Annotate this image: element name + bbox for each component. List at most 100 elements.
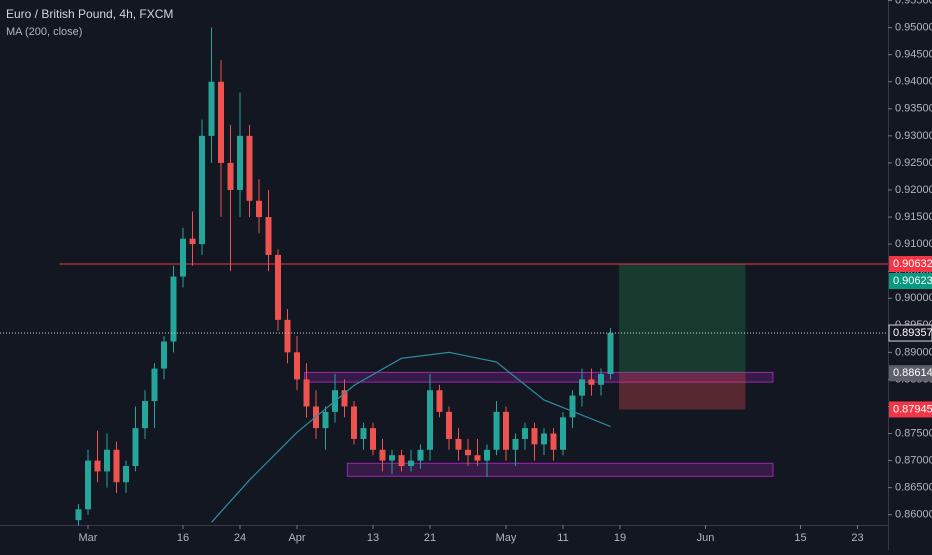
candle-body (522, 428, 529, 439)
candle-body (122, 466, 129, 483)
candle-body (560, 417, 567, 450)
price-label-bg (889, 401, 932, 418)
candle-body (322, 411, 329, 429)
y-tick-label: 0.94500 (895, 49, 932, 61)
candle-body (141, 401, 148, 429)
candle-body (113, 449, 120, 483)
target-zone (619, 264, 746, 374)
candle-body (493, 411, 500, 450)
candle-body (541, 433, 548, 445)
candle-body (189, 238, 196, 245)
y-tick-label: 0.91000 (895, 238, 932, 250)
candle-body (512, 438, 519, 450)
candle-body (275, 254, 282, 320)
candle-body (484, 449, 491, 461)
candle-body (179, 238, 186, 277)
x-tick-label: Mar (79, 532, 98, 544)
candle-body (550, 433, 557, 450)
candle-body (379, 449, 386, 461)
candle-body (94, 460, 101, 472)
candle-body (455, 438, 462, 450)
candle-body (103, 449, 110, 472)
candle-body (84, 460, 91, 510)
stop-zone (619, 373, 746, 410)
candle-body (588, 379, 595, 385)
candle-body (579, 379, 586, 396)
price-label-bg (888, 324, 932, 342)
y-tick-label: 0.92000 (895, 184, 932, 196)
y-tick-label: 0.95000 (895, 22, 932, 34)
x-tick-label: Jun (697, 532, 715, 544)
candle-body (246, 135, 253, 201)
candle-body (503, 411, 510, 450)
candle-body (436, 390, 443, 412)
y-tick-label: 0.87500 (895, 427, 932, 439)
candle-body (303, 379, 310, 407)
candle-body (75, 509, 82, 521)
candle-body (351, 406, 358, 439)
candle-body (408, 460, 415, 467)
price-label: 0.89357 (893, 327, 932, 339)
candle-body (607, 333, 614, 374)
candle-body (284, 319, 291, 353)
x-tick-label: 13 (367, 532, 379, 544)
candle-body (208, 81, 215, 136)
y-tick-label: 0.95500 (895, 0, 932, 6)
zone (346, 462, 774, 477)
candle-body (160, 341, 167, 369)
candle-body (417, 449, 424, 461)
chart-title: Euro / British Pound, 4h, FXCM (6, 7, 173, 21)
candle-body (170, 276, 177, 342)
candle-body (132, 428, 139, 467)
x-tick-label: 15 (794, 532, 806, 544)
candle-body (427, 390, 434, 450)
y-tick-label: 0.86500 (895, 482, 932, 494)
x-tick-label: May (496, 532, 517, 544)
candle-body (474, 455, 481, 461)
candle-body (446, 411, 453, 439)
y-tick-label: 0.86000 (895, 509, 932, 521)
candle-body (237, 135, 244, 190)
candle-body (265, 217, 272, 255)
price-label: 0.90623 (893, 275, 932, 287)
x-tick-label: 21 (424, 532, 436, 544)
y-tick-label: 0.91500 (895, 211, 932, 223)
y-tick-label: 0.90000 (895, 292, 932, 304)
y-tick-label: 0.94000 (895, 76, 932, 88)
candle-body (370, 428, 377, 450)
indicator-label: MA (200, close) (6, 26, 82, 38)
candle-body (294, 352, 301, 380)
candle-body (598, 373, 605, 385)
price-label: 0.90632 (893, 258, 932, 270)
candle-body (198, 135, 205, 245)
candle-body (465, 449, 472, 456)
x-tick-label: 16 (177, 532, 189, 544)
candle-body (341, 390, 348, 407)
x-tick-label: 24 (234, 532, 246, 544)
price-label-bg (889, 273, 932, 290)
candle-body (531, 428, 538, 445)
y-tick-label: 0.93500 (895, 103, 932, 115)
y-tick-label: 0.89000 (895, 346, 932, 358)
candle-body (256, 200, 263, 218)
moving-average (211, 351, 611, 523)
x-tick-label: 11 (557, 532, 568, 544)
y-tick-label: 0.87000 (895, 454, 932, 466)
candle-body (398, 455, 405, 467)
candle-body (151, 368, 158, 402)
x-tick-label: Apr (288, 532, 305, 544)
candle-body (569, 395, 576, 418)
candle-body (218, 81, 225, 163)
x-tick-label: 23 (851, 532, 863, 544)
candle-body (227, 162, 234, 190)
price-label: 0.88614 (893, 367, 932, 379)
candle-body (389, 455, 396, 461)
y-tick-label: 0.92500 (895, 157, 932, 169)
price-label-bg (889, 256, 932, 273)
zone (304, 371, 774, 383)
price-label: 0.87945 (893, 403, 932, 415)
y-tick-label: 0.93000 (895, 130, 932, 142)
